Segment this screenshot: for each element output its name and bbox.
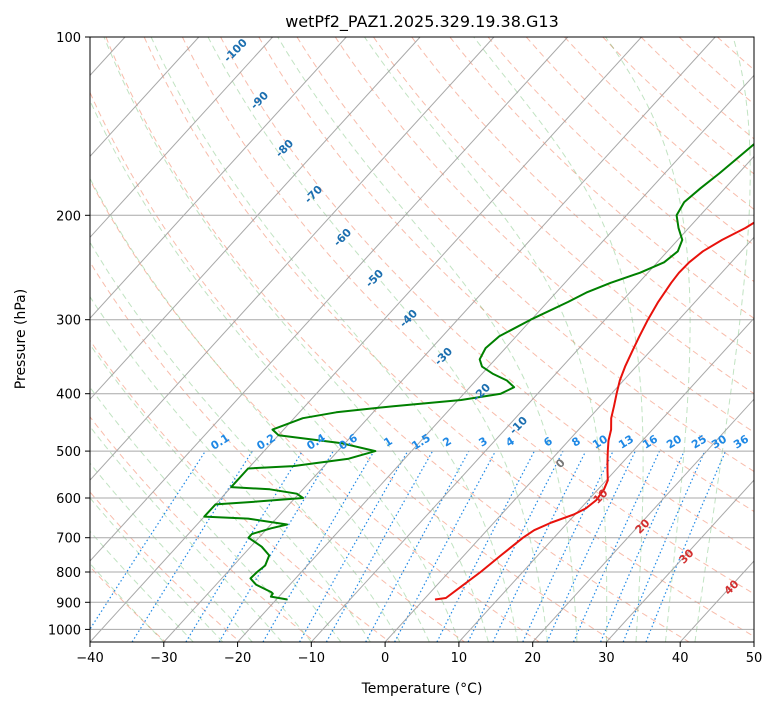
isotherm-line xyxy=(532,398,754,642)
x-tick-label: 50 xyxy=(746,651,763,666)
x-tick-label: −10 xyxy=(298,651,325,666)
x-tick-label: 40 xyxy=(672,651,689,666)
y-tick-label: 1000 xyxy=(48,623,81,638)
moist-adiabat-line xyxy=(277,37,578,642)
mixing-ratio-line xyxy=(394,450,497,642)
y-tick-label: 200 xyxy=(56,209,81,224)
y-tick-label: 900 xyxy=(56,596,81,611)
moist-adiabat-line xyxy=(605,37,691,642)
y-axis-label: Pressure (hPa) xyxy=(13,289,29,389)
axis-ticks: −40 −30 −20 −10 0 10 20 30 40 50 1000 900 800 700 600 5… xyxy=(48,31,762,666)
moist-adiabat-line xyxy=(150,37,519,642)
mixing-ratio-line xyxy=(185,450,303,642)
isotherm-line xyxy=(90,37,642,642)
moist-adiabat-line xyxy=(90,343,342,642)
isotherm-line xyxy=(606,479,754,642)
x-tick-label: 20 xyxy=(524,651,541,666)
dry-adiabat-line xyxy=(296,37,754,473)
dry-adiabat-line xyxy=(373,37,754,395)
mixing-ratio-line xyxy=(90,450,206,631)
x-tick-label: −40 xyxy=(76,651,103,666)
isotherm-line xyxy=(90,37,495,481)
moist-adiabat-line xyxy=(103,37,489,642)
x-tick-label: 10 xyxy=(451,651,468,666)
moist-adiabat-line xyxy=(90,386,312,642)
mixing-ratio-line xyxy=(600,450,685,642)
x-axis-label: Temperature (°C) xyxy=(361,681,483,697)
x-tick-label: 0 xyxy=(381,651,389,666)
isotherm-line xyxy=(310,155,754,642)
dry-adiabat-line xyxy=(105,37,690,642)
y-tick-label: 700 xyxy=(56,532,81,547)
dry-adiabat-line xyxy=(640,37,754,140)
moist-adiabat-line xyxy=(364,37,608,642)
y-tick-label: 300 xyxy=(56,314,81,329)
y-tick-label: 400 xyxy=(56,388,81,403)
mixing-ratio-line xyxy=(299,450,409,642)
moist-adiabat-line xyxy=(90,295,371,642)
y-tick-label: 500 xyxy=(56,445,81,460)
mixing-ratio-line xyxy=(365,450,470,642)
dry-adiabat-line xyxy=(143,37,754,637)
x-tick-label: −20 xyxy=(224,651,251,666)
plot-area xyxy=(90,37,754,642)
isotherm-line xyxy=(90,37,421,400)
isotherm-line xyxy=(90,37,347,319)
dry-adiabat-line xyxy=(334,37,754,433)
isotherm-line xyxy=(163,37,716,642)
mixing-ratio-line xyxy=(436,450,535,642)
mixing-ratio-line xyxy=(131,450,253,642)
moist-adiabat-line xyxy=(473,37,644,642)
profile-traces xyxy=(203,142,754,601)
moist-adiabat-line xyxy=(207,37,548,642)
dry-adiabat-line xyxy=(525,37,754,246)
mixing-ratio-line xyxy=(622,450,706,642)
dry-adiabat-line xyxy=(90,91,615,642)
moist-adiabat-line xyxy=(90,562,165,642)
x-tick-label: 30 xyxy=(598,651,615,666)
y-tick-label: 100 xyxy=(56,31,81,46)
dry-adiabat-line xyxy=(90,491,241,642)
dewpoint-trace xyxy=(203,142,754,601)
temperature-trace xyxy=(434,221,754,601)
moist-adiabat-line xyxy=(90,497,224,642)
moist-adiabat-line xyxy=(90,99,460,642)
dry-adiabat-line xyxy=(258,37,754,513)
dry-adiabat-line xyxy=(181,37,754,595)
moist-adiabat-line xyxy=(694,37,751,642)
moist-adiabat-line xyxy=(90,241,401,642)
y-tick-label: 600 xyxy=(56,492,81,507)
isotherm-line xyxy=(90,37,273,239)
dry-adiabat-line xyxy=(449,37,754,319)
dry-adiabat-line xyxy=(90,179,540,642)
plot-frame xyxy=(89,36,755,643)
dry-adiabat-line xyxy=(90,261,465,642)
mixing-ratio-line xyxy=(467,450,564,642)
isotherm-line xyxy=(90,37,569,562)
mixing-ratio-line xyxy=(325,450,434,642)
isotherm-line xyxy=(384,236,754,642)
isotherm-line xyxy=(237,74,754,642)
y-tick-label: 800 xyxy=(56,566,81,581)
isotherm-line xyxy=(90,37,200,158)
x-tick-label: −30 xyxy=(150,651,177,666)
mixing-ratio-line xyxy=(572,450,661,642)
dry-adiabat-line xyxy=(564,37,754,210)
isotherm-line xyxy=(458,317,754,642)
dry-adiabat-line xyxy=(411,37,754,357)
chart-title: wetPf2_PAZ1.2025.329.19.38.G13 xyxy=(285,12,559,32)
dry-adiabat-line xyxy=(90,339,391,642)
